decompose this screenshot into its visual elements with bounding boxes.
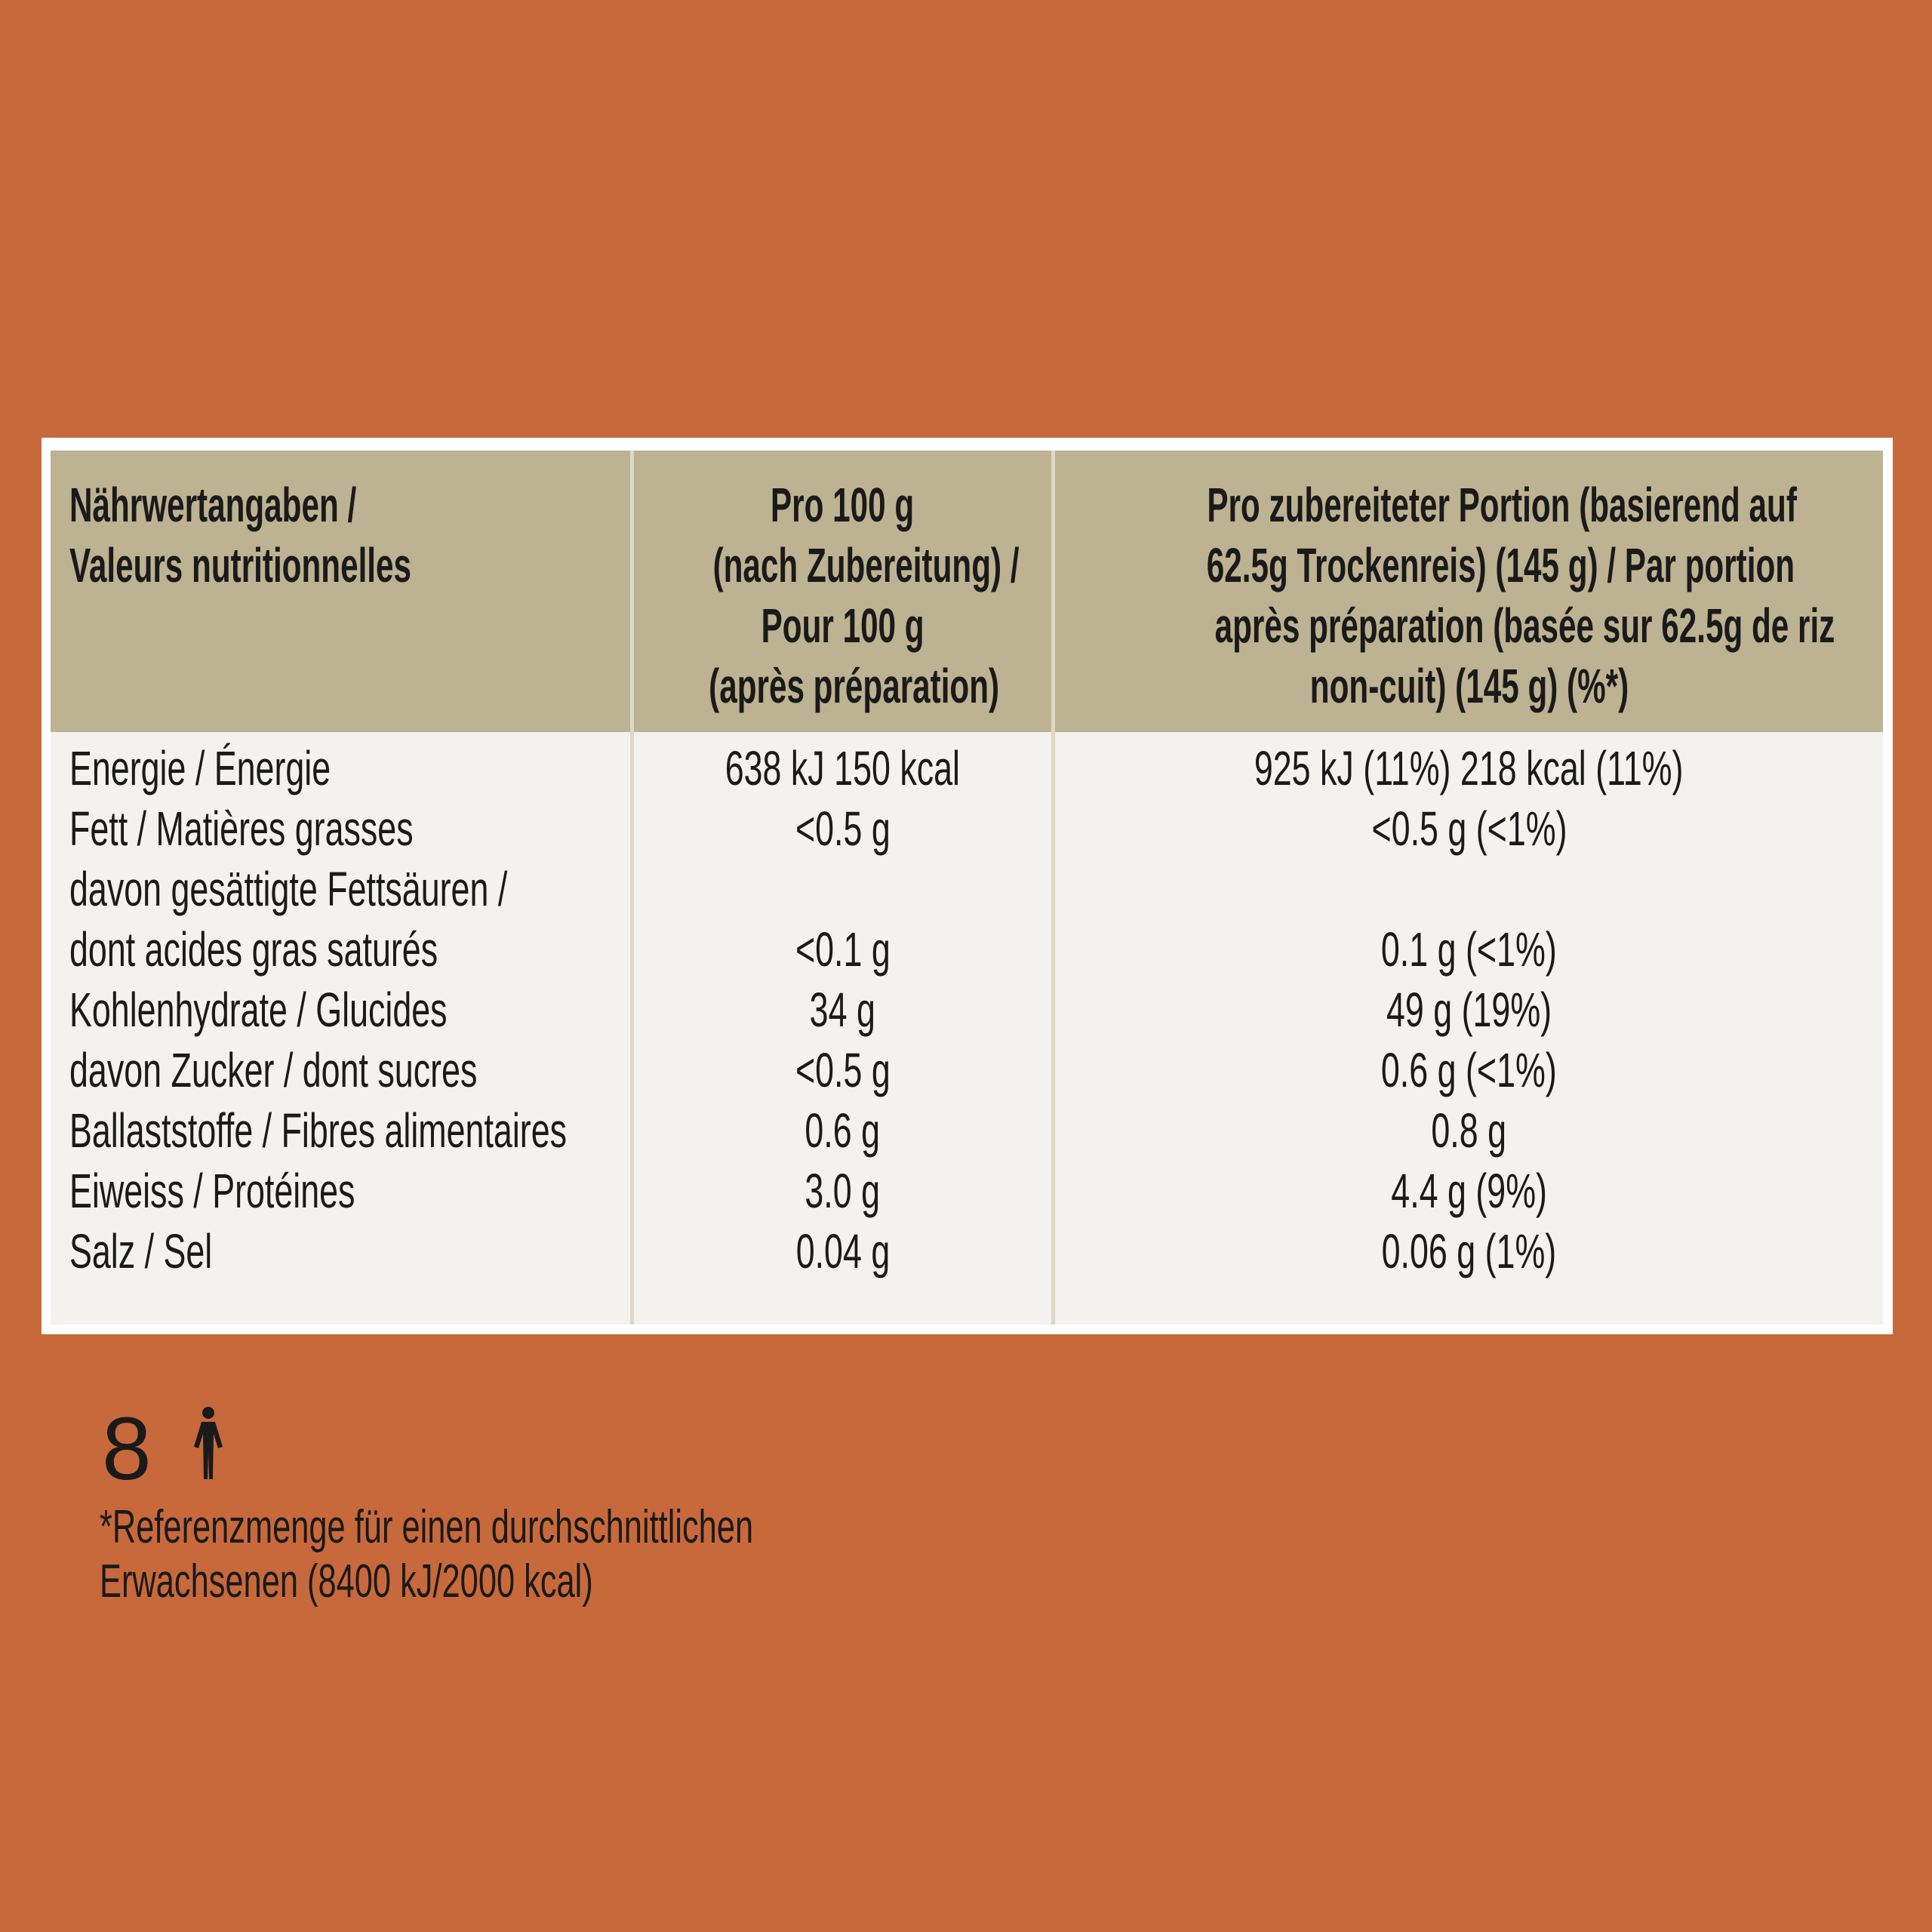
value-per-100g: 34 g — [809, 983, 876, 1037]
line: 0.04 g — [634, 1221, 1051, 1281]
label-column: Energie / Énergie Fett / Matières grasses… — [51, 732, 630, 1324]
header-cell: Nährwertangaben / Valeurs nutritionnelles — [51, 451, 630, 732]
per-100g-column: 638 kJ 150 kcal <0.5 g <0.1 g 34 g <0.5 g 0.6… — [634, 732, 1051, 1324]
line: Pour 100 g — [634, 595, 1051, 656]
line — [634, 859, 1051, 919]
row-label: Kohlenhydrate / Glucides — [69, 983, 448, 1037]
line: Kohlenhydrate / Glucides — [69, 980, 630, 1040]
line: Salz / Sel — [69, 1221, 630, 1281]
nutrition-table: Nährwertangaben / Valeurs nutritionnelles… — [51, 451, 1883, 1324]
line: Fett / Matières grasses — [69, 798, 630, 859]
line: Pro 100 g — [634, 475, 1051, 535]
line: 4.4 g (9%) — [1055, 1161, 1883, 1221]
line: 925 kJ (11%) 218 kcal (11%) — [1055, 738, 1883, 798]
row-label: Energie / Énergie — [69, 741, 331, 795]
header-cell: Pro zubereiteter Portion (basierend auf 6… — [1055, 451, 1883, 732]
header-text: Pro zubereiteter Portion (basierend auf — [1207, 478, 1797, 532]
line: Erwachsenen (8400 kJ/2000 kcal) — [100, 1555, 1033, 1609]
value-per-portion: 0.6 g (<1%) — [1381, 1043, 1557, 1097]
line: 3.0 g — [634, 1161, 1051, 1221]
value-per-100g: 3.0 g — [804, 1164, 881, 1218]
line: Nährwertangaben / — [69, 475, 630, 535]
line: Eiweiss / Protéines — [69, 1161, 630, 1221]
line: 0.8 g — [1055, 1100, 1883, 1161]
value-per-100g: <0.5 g — [795, 1043, 891, 1097]
line: Energie / Énergie — [69, 738, 630, 798]
value-per-portion: 49 g (19%) — [1386, 983, 1552, 1037]
footnote-text: Erwachsenen (8400 kJ/2000 kcal) — [100, 1555, 593, 1607]
header-text: 62.5g Trockenreis) (145 g) / Par portion — [1206, 538, 1795, 592]
line: non-cuit) (145 g) (%*) — [1055, 656, 1883, 716]
line: Ballaststoffe / Fibres alimentaires — [69, 1100, 630, 1161]
value-per-portion: 4.4 g (9%) — [1391, 1164, 1547, 1218]
header-text: après préparation (basée sur 62.5g de ri… — [1214, 598, 1835, 653]
line: 638 kJ 150 kcal — [634, 738, 1051, 798]
value-per-100g: 0.04 g — [795, 1224, 890, 1278]
row-label: davon gesättigte Fettsäuren / — [69, 862, 508, 916]
header-text: non-cuit) (145 g) (%*) — [1309, 659, 1629, 713]
line: (nach Zubereitung) / — [634, 535, 1051, 595]
header-text: (après préparation) — [709, 659, 1000, 713]
line: après préparation (basée sur 62.5g de ri… — [1055, 595, 1883, 656]
line: Pro zubereiteter Portion (basierend auf — [1055, 475, 1883, 535]
line: *Referenzmenge für einen durchschnittlic… — [100, 1500, 1033, 1555]
header-text: Nährwertangaben / — [69, 478, 357, 532]
header-text: (nach Zubereitung) / — [712, 538, 1020, 592]
line: <0.1 g — [634, 919, 1051, 980]
row-label: dont acides gras saturés — [69, 922, 438, 977]
line: 62.5g Trockenreis) (145 g) / Par portion — [1055, 535, 1883, 595]
line — [1055, 859, 1883, 919]
value-per-100g: <0.1 g — [795, 922, 891, 977]
line: 0.1 g (<1%) — [1055, 919, 1883, 980]
line: 34 g — [634, 980, 1051, 1040]
footnote-text: *Referenzmenge für einen durchschnittlic… — [100, 1501, 754, 1553]
row-label: Fett / Matières grasses — [69, 801, 414, 856]
row-label: Eiweiss / Protéines — [69, 1164, 355, 1218]
line: davon Zucker / dont sucres — [69, 1040, 630, 1100]
row-label: davon Zucker / dont sucres — [69, 1043, 478, 1097]
header-text: Pour 100 g — [761, 598, 924, 653]
row-label: Salz / Sel — [69, 1224, 213, 1278]
line: <0.5 g — [634, 798, 1051, 859]
value-per-portion: 0.8 g — [1431, 1103, 1507, 1158]
value-per-portion: 0.1 g (<1%) — [1381, 922, 1557, 977]
line: <0.5 g (<1%) — [1055, 798, 1883, 859]
header-text: Pro 100 g — [771, 478, 915, 532]
line: dont acides gras saturés — [69, 919, 630, 980]
value-per-portion: 0.06 g (1%) — [1381, 1224, 1557, 1278]
portion-count: 8 — [102, 1399, 152, 1499]
value-per-portion: 925 kJ (11%) 218 kcal (11%) — [1254, 741, 1684, 795]
line: 49 g (19%) — [1055, 980, 1883, 1040]
line: Valeurs nutritionnelles — [69, 535, 630, 595]
value-per-portion: <0.5 g (<1%) — [1371, 801, 1567, 856]
value-per-100g: <0.5 g — [795, 801, 891, 856]
line: 0.06 g (1%) — [1055, 1221, 1883, 1281]
header-cell: Pro 100 g (nach Zubereitung) / Pour 100 g (… — [634, 451, 1051, 732]
line: <0.5 g — [634, 1040, 1051, 1100]
per-portion-column: 925 kJ (11%) 218 kcal (11%) <0.5 g (<1%) 0… — [1055, 732, 1883, 1324]
line: 0.6 g — [634, 1100, 1051, 1161]
line: davon gesättigte Fettsäuren / — [69, 859, 630, 919]
footnote: *Referenzmenge für einen durchschnittlic… — [100, 1500, 1033, 1609]
line: 0.6 g (<1%) — [1055, 1040, 1883, 1100]
line: (après préparation) — [634, 656, 1051, 716]
header-text: Valeurs nutritionnelles — [69, 538, 412, 592]
value-per-100g: 638 kJ 150 kcal — [724, 741, 961, 795]
row-label: Ballaststoffe / Fibres alimentaires — [69, 1103, 568, 1158]
portions: 8 — [102, 1404, 227, 1494]
value-per-100g: 0.6 g — [804, 1103, 881, 1158]
person-icon — [194, 1407, 223, 1479]
